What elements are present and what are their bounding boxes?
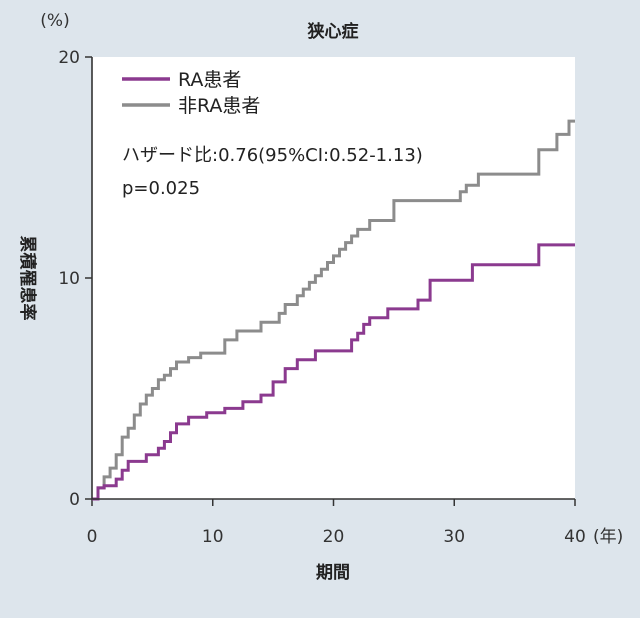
series-line-0	[92, 243, 575, 501]
y-axis-title: 累積罹患率	[17, 236, 38, 321]
chart-title: 狭心症	[307, 21, 359, 42]
y-tick-label: 10	[58, 269, 80, 289]
x-tick-label: 40	[564, 527, 586, 547]
plot-background	[92, 57, 575, 499]
x-tick-label: 10	[202, 527, 224, 547]
y-tick-label: 0	[69, 490, 80, 510]
series-lines	[92, 119, 575, 501]
y-unit-label: (%)	[40, 11, 69, 31]
x-axis-title: 期間	[316, 563, 350, 583]
x-unit-label: (年)	[593, 527, 623, 547]
legend-label-0: RA患者	[178, 69, 241, 91]
p-value-annotation: p=0.025	[122, 178, 200, 199]
y-tick-label: 20	[58, 48, 80, 68]
x-tick-label: 30	[443, 527, 465, 547]
x-tick-label: 0	[87, 527, 98, 547]
legend-label-1: 非RA患者	[178, 95, 260, 117]
axis-ticks: 0 10 20 30 40 0 10 20	[58, 48, 585, 547]
series-line-1	[92, 119, 575, 501]
hazard-ratio-annotation: ハザード比:0.76(95%CI:0.52-1.13)	[122, 145, 423, 166]
x-tick-label: 20	[323, 527, 345, 547]
